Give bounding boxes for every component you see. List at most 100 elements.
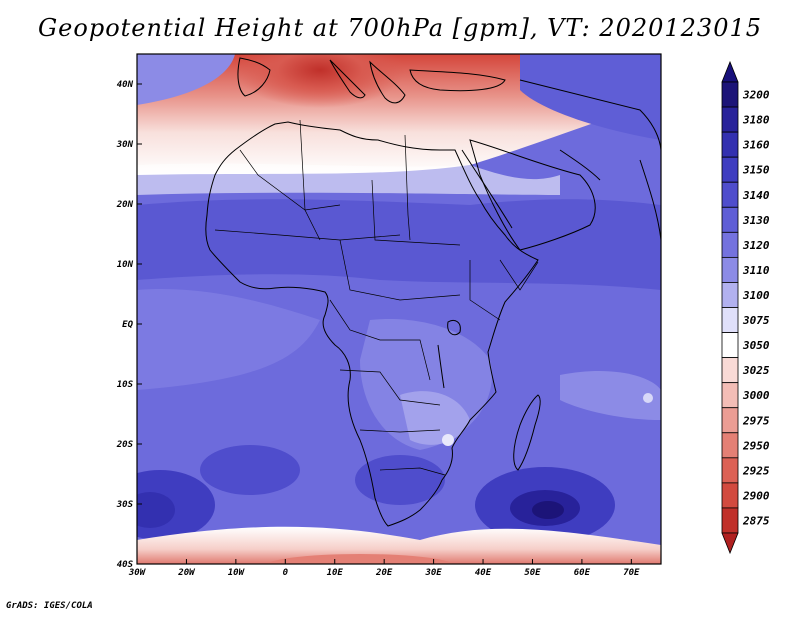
colorbar-swatch (721, 357, 739, 384)
colorbar-label: 3200 (742, 89, 770, 102)
colorbar-swatch (721, 81, 739, 108)
persian-gulf (559, 149, 601, 181)
field-dark-east-inner (532, 501, 564, 519)
lon-tick-label: 30E (424, 568, 442, 578)
colorbar-swatch (721, 181, 739, 208)
lake-victoria (447, 319, 461, 336)
lat-tick-label: 40S (117, 560, 134, 570)
colorbar-label: 3160 (742, 139, 770, 152)
lon-tick-label: 30W (128, 568, 147, 578)
colorbar-label: 3180 (742, 114, 770, 127)
colorbar-label: 3150 (742, 164, 770, 177)
height-field (137, 54, 661, 564)
colorbar-swatch (721, 432, 739, 459)
lat-tick-label: 30S (116, 500, 134, 510)
lon-tick-label: 0 (283, 568, 289, 578)
africa-coastline (205, 121, 539, 527)
colorbar-label: 2925 (742, 464, 770, 477)
field-mozambique-spot (442, 434, 454, 446)
colorbar-swatch (721, 156, 739, 183)
border-congo (329, 299, 431, 381)
colorbar: 3200 3180 3160 3150 3140 3130 3120 3110 3100 3075… (721, 60, 770, 555)
iberia (237, 57, 271, 97)
colorbar-label: 3110 (742, 264, 770, 277)
lat-tick-label: 20N (116, 200, 134, 210)
field-north-red-core (235, 54, 405, 108)
country-borders (214, 119, 539, 476)
colorbar-swatch (721, 206, 739, 233)
turkey (409, 69, 506, 92)
lat-tick-label: 20S (116, 440, 134, 450)
colorbar-label: 3025 (742, 364, 770, 377)
field-indian-light (560, 370, 661, 420)
lon-tick-label: 10W (228, 568, 246, 578)
border-sahel (214, 229, 401, 241)
colorbar-swatch (721, 307, 739, 333)
border-libya-egypt (404, 134, 411, 241)
lake-tanganyika (437, 344, 445, 389)
colorbar-swatch (721, 106, 739, 133)
lon-tick-label: 70E (623, 568, 640, 578)
border-sudan (371, 179, 461, 246)
field-indian-spot (643, 393, 653, 403)
colorbar-bottom-arrow (721, 532, 739, 555)
border-sahara-west (239, 149, 341, 211)
colorbar-swatch (721, 131, 739, 158)
colorbar-swatch (721, 507, 739, 534)
colorbar-label: 3000 (742, 389, 770, 402)
border-southern (359, 429, 441, 433)
madagascar (513, 394, 541, 471)
colorbar-top-arrow (721, 60, 739, 83)
field-north-blue-west (137, 54, 235, 105)
lon-tick-label: 50E (524, 568, 541, 578)
border-east (469, 260, 501, 321)
colorbar-label: 3100 (742, 289, 770, 302)
plot-frame (136, 53, 662, 565)
border-horn (499, 259, 539, 291)
lat-tick-label: 30N (116, 140, 134, 150)
colorbar-label: 3130 (742, 214, 770, 227)
colorbar-label: 2975 (742, 414, 770, 427)
field-sahel-band (137, 199, 661, 290)
colorbar-label: 3075 (742, 314, 770, 327)
coastlines (205, 57, 661, 527)
grads-credit: GrADS: IGES/COLA (6, 601, 93, 611)
colorbar-label: 3120 (742, 239, 770, 252)
balkans-greece (369, 60, 406, 104)
colorbar-swatch (721, 332, 739, 359)
map-title: Geopotential Height at 700hPa [gpm], VT:… (38, 14, 762, 42)
india (639, 159, 661, 241)
field-south-warm (137, 526, 661, 564)
field-atlantic-light (137, 289, 320, 390)
lon-tick-label: 40E (475, 568, 492, 578)
colorbar-swatch (721, 231, 739, 258)
colorbar-label: 2950 (742, 439, 770, 452)
lon-tick-label: 60E (574, 568, 591, 578)
border-southafrica (379, 467, 446, 476)
lon-tick-label: 10E (327, 568, 344, 578)
italy (329, 59, 366, 99)
colorbar-label: 2900 (742, 489, 770, 502)
field-north-blue-east (520, 54, 661, 140)
axis-ticks: 30W 20W 10W 0 10E 20E 30E 40E 50E 60E 70E 40N 30N 20N… (116, 80, 640, 578)
colorbar-swatch (721, 482, 739, 509)
arabia (469, 139, 596, 251)
border-central-africa (339, 239, 461, 301)
field-dark-southwest (200, 445, 300, 495)
field-south-red-core (266, 554, 454, 564)
colorbar-swatch (721, 457, 739, 484)
colorbar-swatch (721, 282, 739, 308)
lat-tick-label: EQ (122, 320, 133, 330)
field-subtropic-white (137, 163, 560, 195)
lon-tick-label: 20E (375, 568, 393, 578)
lon-tick-label: 20W (177, 568, 196, 578)
border-sahara-central (299, 119, 321, 241)
colorbar-label: 2875 (742, 514, 770, 527)
field-dark-southafrica (355, 455, 445, 505)
border-angola (339, 369, 441, 406)
lat-tick-label: 40N (117, 80, 134, 90)
map-figure: 30W 20W 10W 0 10E 20E 30E 40E 50E 60E 70E 40N 30N 20N… (116, 53, 770, 578)
colorbar-swatch (721, 256, 739, 283)
colorbar-label: 3050 (742, 339, 770, 352)
lat-tick-label: 10S (117, 380, 134, 390)
